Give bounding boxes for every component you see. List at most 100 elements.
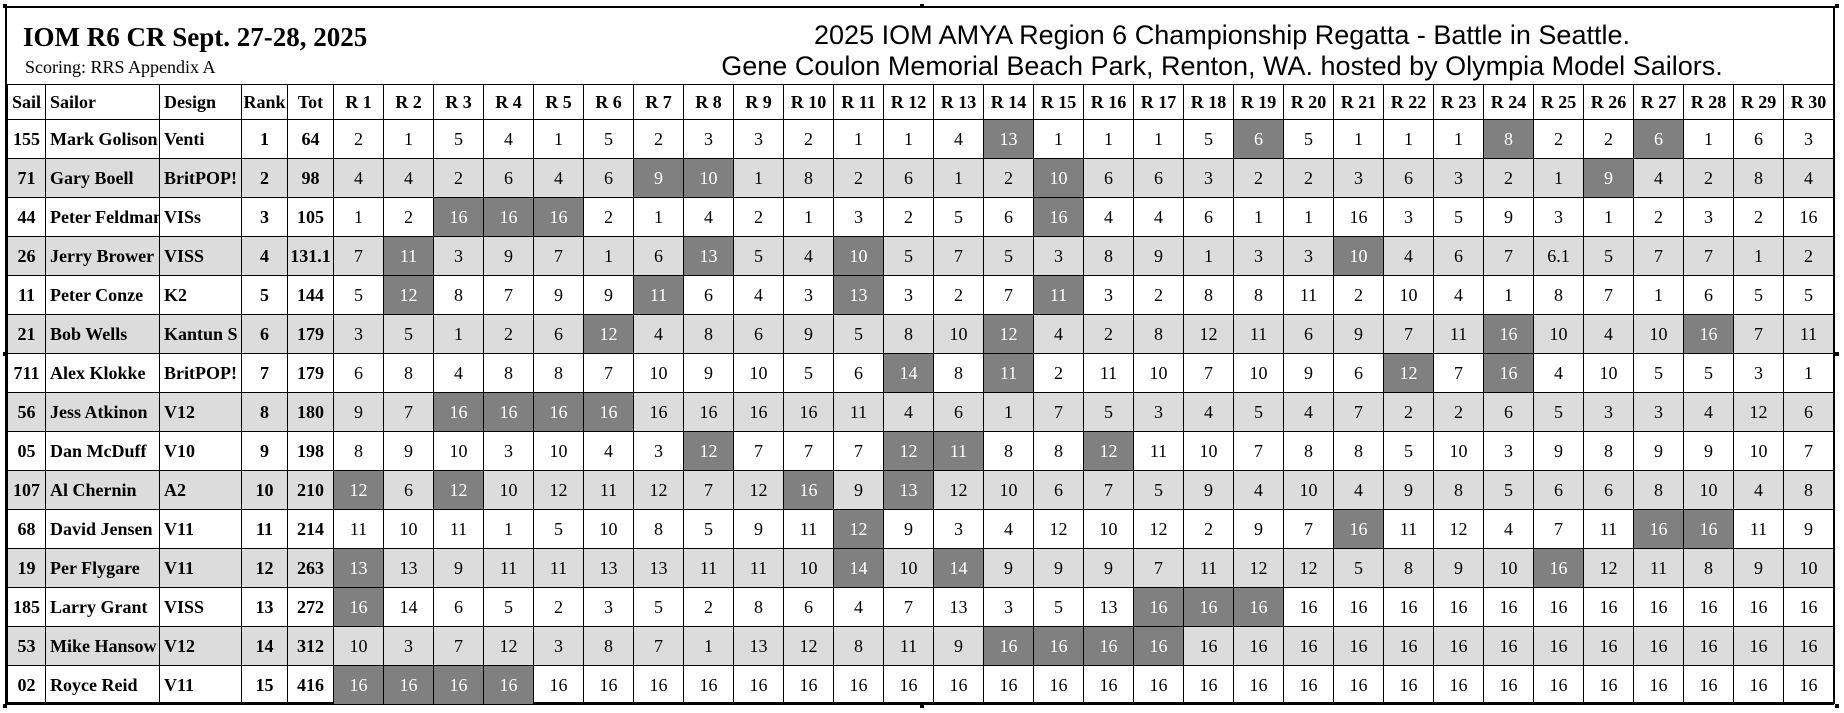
race-score: 5 — [633, 587, 684, 627]
race-score: 16 — [1583, 587, 1634, 627]
race-score-discarded: 12 — [433, 470, 484, 510]
race-score: 16 — [1283, 665, 1334, 705]
race-score: 2 — [1533, 119, 1584, 159]
sail-cell: 71 — [7, 158, 46, 198]
race-score: 8 — [833, 626, 884, 666]
race-score: 9 — [983, 548, 1034, 588]
race-score: 2 — [433, 158, 484, 198]
race-score: 4 — [583, 431, 634, 471]
race-score: 10 — [1433, 431, 1484, 471]
race-score: 16 — [1633, 626, 1684, 666]
rank-cell: 1 — [241, 119, 288, 159]
race-score-discarded: 14 — [833, 548, 884, 588]
column-header: Sail — [7, 84, 46, 120]
race-score: 11 — [583, 470, 634, 510]
sailor-cell: Peter Conze — [45, 275, 160, 315]
race-score: 11 — [333, 509, 384, 549]
frame-handle-mr[interactable] — [1835, 352, 1839, 356]
race-score: 3 — [683, 119, 734, 159]
race-score: 11 — [1283, 275, 1334, 315]
race-score: 8 — [1583, 431, 1634, 471]
rank-cell: 6 — [241, 314, 288, 354]
race-score: 4 — [1083, 197, 1134, 237]
race-score: 10 — [1733, 431, 1784, 471]
race-score-discarded: 16 — [433, 197, 484, 237]
race-score: 2 — [1433, 392, 1484, 432]
race-score: 5 — [1383, 431, 1434, 471]
race-score: 7 — [1483, 236, 1534, 276]
sailor-cell: Per Flygare — [45, 548, 160, 588]
race-score: 16 — [1583, 626, 1634, 666]
race-score-discarded: 10 — [1333, 236, 1384, 276]
race-score: 1 — [983, 392, 1034, 432]
total-cell: 179 — [287, 314, 334, 354]
race-score: 9 — [1733, 548, 1784, 588]
race-score: 7 — [1283, 509, 1334, 549]
race-score: 10 — [1483, 548, 1534, 588]
race-score: 9 — [883, 509, 934, 549]
race-score: 1 — [633, 197, 684, 237]
race-score: 9 — [733, 509, 784, 549]
race-score: 3 — [1183, 158, 1234, 198]
frame-handle-bl[interactable] — [3, 704, 7, 708]
design-cell: VISS — [159, 236, 242, 276]
race-score: 16 — [1733, 665, 1784, 705]
race-score: 7 — [1183, 353, 1234, 393]
race-score: 9 — [1233, 509, 1284, 549]
race-score: 5 — [1333, 548, 1384, 588]
race-score: 3 — [1233, 236, 1284, 276]
race-score: 16 — [1533, 665, 1584, 705]
frame-handle-br[interactable] — [1835, 704, 1839, 708]
race-score: 16 — [1683, 626, 1734, 666]
race-score: 6 — [483, 158, 534, 198]
race-score: 7 — [1783, 431, 1834, 471]
race-score: 12 — [633, 470, 684, 510]
race-score: 6 — [783, 587, 834, 627]
race-score: 8 — [433, 275, 484, 315]
sheet-header: IOM R6 CR Sept. 27-28, 2025 Scoring: RRS… — [7, 8, 1833, 84]
total-cell: 416 — [287, 665, 334, 705]
regatta-description: 2025 IOM AMYA Region 6 Championship Rega… — [607, 20, 1837, 82]
frame-handle-bm[interactable] — [920, 704, 924, 708]
race-score-discarded: 12 — [1083, 431, 1134, 471]
race-score: 11 — [1633, 548, 1684, 588]
race-score: 16 — [583, 665, 634, 705]
frame-handle-tr[interactable] — [1835, 4, 1839, 8]
race-score: 8 — [1033, 431, 1084, 471]
race-score: 6 — [1333, 353, 1384, 393]
sailor-cell: Jess Atkinon — [45, 392, 160, 432]
scoring-system: Scoring: RRS Appendix A — [25, 57, 216, 77]
total-cell: 263 — [287, 548, 334, 588]
race-score: 3 — [583, 587, 634, 627]
table-row: 02 Royce Reid V11 15 416 16 16 16 16 16 16 16 16 16 16… — [7, 665, 1834, 705]
race-score-discarded: 11 — [933, 431, 984, 471]
column-header: R 25 — [1533, 84, 1584, 120]
race-score: 5 — [1733, 275, 1784, 315]
race-score: 3 — [833, 197, 884, 237]
column-header: R 14 — [983, 84, 1034, 120]
race-score: 3 — [883, 275, 934, 315]
sail-cell: 26 — [7, 236, 46, 276]
race-score: 2 — [533, 587, 584, 627]
race-score-discarded: 16 — [483, 665, 534, 705]
column-header: R 20 — [1283, 84, 1334, 120]
design-cell: V12 — [159, 392, 242, 432]
race-score: 4 — [1233, 470, 1284, 510]
table-row: 107 Al Chernin A2 10 210 12 6 12 10 12 11 12 7 12 16 9 1… — [7, 470, 1834, 510]
race-score: 2 — [1183, 509, 1234, 549]
race-score: 2 — [1633, 197, 1684, 237]
race-score: 8 — [1233, 275, 1284, 315]
race-score-discarded: 16 — [433, 665, 484, 705]
race-score: 13 — [383, 548, 434, 588]
race-score: 9 — [583, 275, 634, 315]
race-score-discarded: 13 — [333, 548, 384, 588]
race-score: 8 — [733, 587, 784, 627]
race-score: 6 — [633, 236, 684, 276]
race-score-discarded: 16 — [533, 392, 584, 432]
sailor-cell: Larry Grant — [45, 587, 160, 627]
race-score: 11 — [883, 626, 934, 666]
race-score: 8 — [1333, 431, 1384, 471]
race-score: 5 — [433, 119, 484, 159]
table-row: 711 Alex Klokke BritPOP! 7 179 6 8 4 8 8 7 10 9 10 5 6 1… — [7, 353, 1834, 393]
